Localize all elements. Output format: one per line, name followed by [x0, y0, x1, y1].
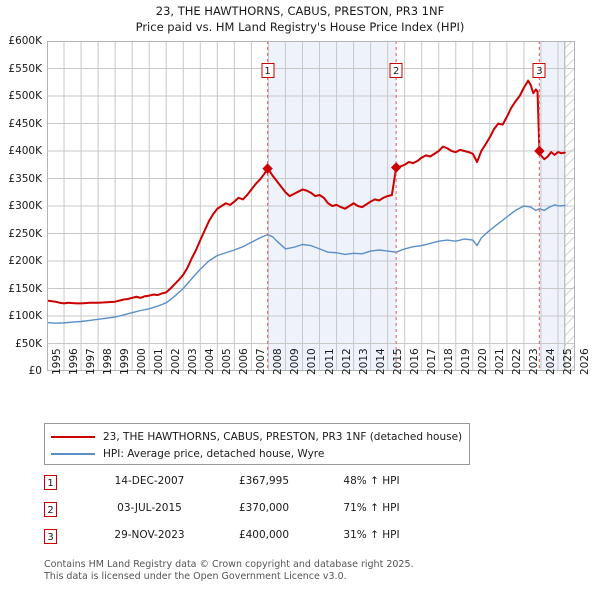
transaction-date: 03-JUL-2015 — [117, 502, 182, 514]
legend-item-hpi: HPI: Average price, detached house, Wyre — [51, 445, 463, 462]
y-axis-tick-label: £550K — [8, 62, 42, 75]
transactions-table: 1 14-DEC-2007 £367,995 48% ↑ HPI 2 03-JU… — [44, 472, 444, 553]
footer-line-1: Contains HM Land Registry data © Crown c… — [44, 559, 414, 570]
transaction-price: £367,995 — [238, 475, 290, 487]
transaction-marker-3: 3 — [44, 529, 57, 544]
chart-legend: 23, THE HAWTHORNS, CABUS, PRESTON, PR3 1… — [44, 423, 470, 465]
table-row: 3 29-NOV-2023 £400,000 31% ↑ HPI — [44, 526, 444, 553]
attribution-footer: Contains HM Land Registry data © Crown c… — [44, 559, 584, 582]
transaction-date: 29-NOV-2023 — [114, 529, 185, 541]
legend-item-property: 23, THE HAWTHORNS, CABUS, PRESTON, PR3 1… — [51, 428, 463, 445]
x-axis-tick-label: 2026 — [579, 348, 591, 375]
y-axis-tick-label: £50K — [15, 337, 42, 350]
y-axis-tick-label: £200K — [8, 255, 42, 267]
footer-line-2: This data is licensed under the Open Gov… — [44, 570, 347, 582]
y-axis-tick-label: £450K — [8, 117, 42, 130]
plot-frame — [47, 41, 575, 371]
table-row: 2 03-JUL-2015 £370,000 71% ↑ HPI — [44, 499, 444, 526]
y-axis-tick-label: £300K — [8, 200, 42, 212]
table-row: 1 14-DEC-2007 £367,995 48% ↑ HPI — [44, 472, 444, 499]
legend-swatch-hpi — [51, 452, 95, 455]
transaction-price: £400,000 — [238, 529, 290, 541]
y-axis-tick-label: £350K — [8, 172, 42, 185]
legend-label-hpi: HPI: Average price, detached house, Wyre — [103, 447, 325, 460]
transaction-hpi-delta: 31% ↑ HPI — [343, 529, 400, 541]
y-axis-tick-label: £0 — [28, 365, 42, 377]
chart-plot-area — [46, 40, 576, 372]
y-axis-tick-label: £100K — [8, 310, 42, 322]
y-axis-tick-label: £150K — [8, 282, 42, 295]
legend-label-property: 23, THE HAWTHORNS, CABUS, PRESTON, PR3 1… — [103, 430, 463, 443]
price-history-chart — [46, 40, 576, 372]
y-axis-tick-label: £600K — [8, 35, 42, 47]
transaction-hpi-delta: 48% ↑ HPI — [343, 475, 400, 487]
page-title: 23, THE HAWTHORNS, CABUS, PRESTON, PR3 1… — [0, 3, 600, 35]
y-axis-tick-label: £250K — [8, 227, 42, 240]
transaction-marker-2: 2 — [44, 502, 57, 517]
transaction-hpi-delta: 71% ↑ HPI — [343, 502, 400, 514]
y-axis-tick-label: £400K — [8, 145, 42, 157]
transaction-price: £370,000 — [238, 502, 290, 514]
transaction-date: 14-DEC-2007 — [114, 475, 185, 487]
title-line-2: Price paid vs. HM Land Registry's House … — [135, 20, 465, 34]
y-axis-tick-label: £500K — [8, 90, 42, 102]
transaction-marker-1: 1 — [44, 475, 57, 490]
title-line-1: 23, THE HAWTHORNS, CABUS, PRESTON, PR3 1… — [155, 4, 445, 18]
legend-swatch-property — [51, 435, 95, 438]
